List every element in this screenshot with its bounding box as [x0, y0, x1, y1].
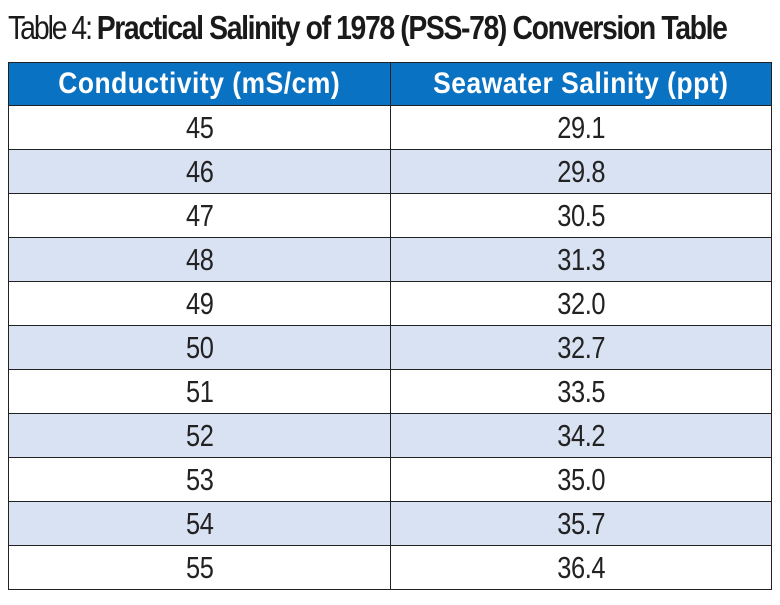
table-number: Table 4:: [8, 9, 97, 46]
table-row: 54 35.7: [8, 501, 772, 546]
table-row: 48 31.3: [8, 237, 772, 282]
cell-salinity: 30.5: [390, 193, 772, 238]
cell-conductivity: 51: [8, 369, 391, 414]
header-row: Conductivity (mS/cm) Seawater Salinity (…: [8, 62, 772, 106]
table-row: 55 36.4: [8, 545, 772, 590]
cell-conductivity: 55: [8, 545, 391, 590]
cell-conductivity: 48: [8, 237, 391, 282]
cell-conductivity: 46: [8, 149, 391, 194]
table-row: 52 34.2: [8, 413, 772, 458]
column-header-conductivity: Conductivity (mS/cm): [8, 62, 391, 106]
cell-salinity: 31.3: [390, 237, 772, 282]
cell-conductivity: 50: [8, 325, 391, 370]
cell-salinity: 32.7: [390, 325, 772, 370]
column-header-salinity: Seawater Salinity (ppt): [390, 62, 772, 106]
table-row: 49 32.0: [8, 281, 772, 326]
table-body: 45 29.1 46 29.8 47 30.5 48 31.3 49 32.0 50 32.7 51 33…: [8, 105, 772, 590]
table-caption: Table 4: Practical Salinity of 1978 (PSS…: [8, 6, 728, 50]
cell-salinity: 29.8: [390, 149, 772, 194]
table-row: 47 30.5: [8, 193, 772, 238]
table-title: Practical Salinity of 1978 (PSS-78) Conv…: [96, 9, 728, 46]
table-row: 46 29.8: [8, 149, 772, 194]
table-row: 45 29.1: [8, 105, 772, 150]
cell-salinity: 29.1: [390, 105, 772, 150]
cell-conductivity: 54: [8, 501, 391, 546]
cell-salinity: 34.2: [390, 413, 772, 458]
cell-salinity: 32.0: [390, 281, 772, 326]
table-row: 53 35.0: [8, 457, 772, 502]
cell-salinity: 35.0: [390, 457, 772, 502]
conversion-table: Conductivity (mS/cm) Seawater Salinity (…: [8, 62, 772, 590]
table-row: 50 32.7: [8, 325, 772, 370]
cell-conductivity: 45: [8, 105, 391, 150]
cell-conductivity: 49: [8, 281, 391, 326]
cell-salinity: 33.5: [390, 369, 772, 414]
table-row: 51 33.5: [8, 369, 772, 414]
cell-conductivity: 52: [8, 413, 391, 458]
cell-salinity: 36.4: [390, 545, 772, 590]
cell-conductivity: 47: [8, 193, 391, 238]
cell-salinity: 35.7: [390, 501, 772, 546]
cell-conductivity: 53: [8, 457, 391, 502]
